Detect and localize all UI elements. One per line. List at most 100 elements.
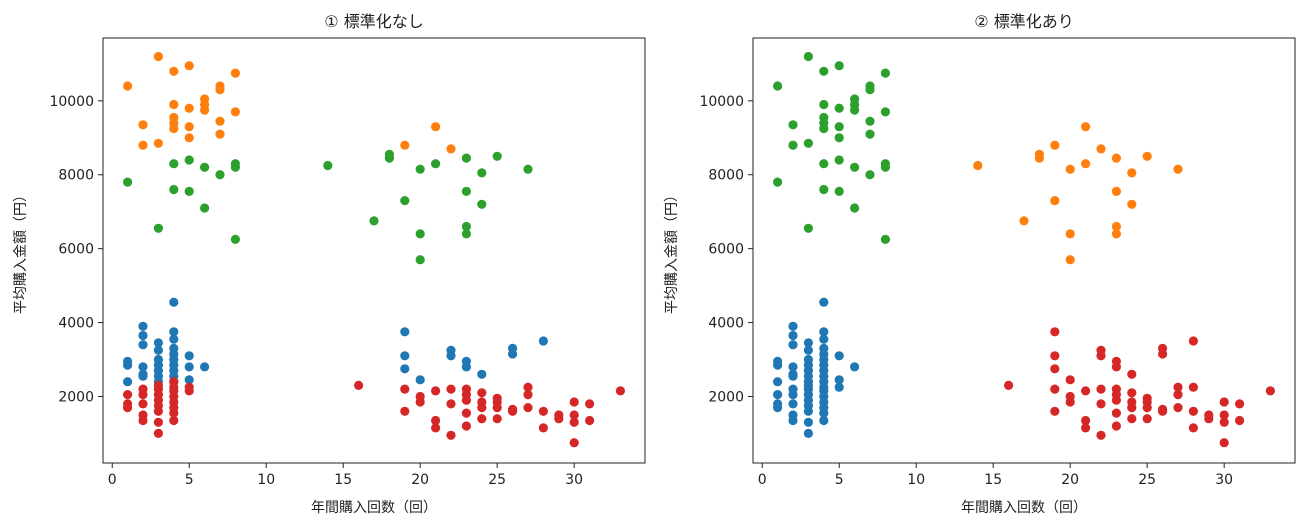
- scatter-point-cluster-0: [803, 406, 814, 416]
- scatter-point-cluster-3: [446, 399, 456, 409]
- scatter-point-cluster-1: [169, 99, 179, 110]
- scatter-point-cluster-2: [834, 122, 844, 132]
- scatter-point-cluster-0: [400, 327, 410, 337]
- scatter-point-cluster-1: [184, 133, 194, 143]
- scatter-point-cluster-3: [1065, 375, 1075, 385]
- scatter-point-cluster-0: [788, 340, 798, 350]
- scatter-point-cluster-3: [431, 423, 441, 433]
- scatter-point-cluster-1: [1050, 140, 1060, 150]
- scatter-point-cluster-2: [819, 159, 829, 169]
- scatter-point-cluster-1: [1173, 164, 1183, 174]
- scatter-point-cluster-3: [138, 390, 148, 400]
- scatter-point-cluster-1: [230, 68, 240, 78]
- scatter-point-cluster-3: [1111, 362, 1121, 372]
- scatter-point-cluster-1: [1065, 164, 1075, 174]
- scatter-point-cluster-2: [819, 123, 829, 134]
- y-tick-label: 6000: [708, 242, 744, 258]
- scatter-point-cluster-2: [400, 196, 410, 206]
- scatter-point-cluster-2: [461, 229, 471, 239]
- scatter-point-cluster-3: [1050, 364, 1060, 374]
- scatter-point-cluster-1: [169, 66, 179, 76]
- scatter-point-cluster-2: [169, 159, 179, 169]
- scatter-point-cluster-2: [200, 203, 210, 213]
- scatter-point-cluster-3: [1127, 403, 1137, 413]
- scatter-point-cluster-3: [123, 390, 133, 400]
- scatter-point-cluster-0: [803, 338, 814, 348]
- scatter-point-cluster-0: [803, 417, 814, 427]
- scatter-point-cluster-3: [1204, 414, 1214, 424]
- scatter-point-cluster-2: [834, 61, 844, 71]
- scatter-point-cluster-1: [138, 140, 148, 150]
- scatter-point-cluster-3: [523, 390, 533, 400]
- scatter-point-cluster-3: [1004, 380, 1014, 390]
- scatter-point-cluster-3: [1158, 349, 1168, 359]
- scatter-point-cluster-2: [880, 234, 891, 244]
- scatter-point-cluster-2: [200, 162, 210, 172]
- scatter-point-cluster-3: [415, 397, 425, 407]
- scatter-point-cluster-2: [123, 177, 133, 187]
- scatter-point-cluster-2: [865, 85, 875, 95]
- scatter-point-cluster-3: [585, 399, 595, 409]
- chart-panel-left: ① 標準化なし 年間購入回数（回） 平均購入金額（円） 0 5 10 15 20 25 30…: [13, 12, 646, 516]
- scatter-point-cluster-1: [431, 122, 441, 132]
- scatter-point-cluster-2: [803, 223, 814, 233]
- scatter-point-cluster-1: [1111, 221, 1121, 232]
- scatter-point-cluster-0: [153, 345, 163, 355]
- y-tick-label: 6000: [58, 242, 94, 258]
- scatter-point-cluster-1: [1111, 153, 1121, 163]
- scatter-point-cluster-3: [538, 406, 549, 416]
- scatter-point-cluster-0: [773, 403, 783, 413]
- scatter-point-cluster-3: [1235, 415, 1245, 426]
- scatter-point-cluster-2: [803, 51, 814, 62]
- scatter-point-cluster-3: [1219, 397, 1229, 407]
- scatter-point-cluster-2: [788, 120, 798, 130]
- scatter-point-cluster-1: [1142, 151, 1152, 161]
- scatter-point-cluster-2: [850, 105, 860, 115]
- x-tick-label: 15: [334, 472, 352, 488]
- scatter-point-cluster-2: [230, 234, 240, 244]
- scatter-points: [773, 51, 1275, 448]
- scatter-point-cluster-0: [834, 351, 844, 361]
- scatter-point-cluster-1: [1127, 199, 1137, 209]
- y-tick-label: 8000: [708, 168, 744, 184]
- scatter-point-cluster-3: [569, 410, 579, 420]
- scatter-point-cluster-3: [1188, 336, 1198, 346]
- scatter-point-cluster-2: [803, 138, 814, 148]
- scatter-point-cluster-2: [369, 216, 379, 226]
- scatter-point-cluster-0: [788, 399, 798, 409]
- scatter-point-cluster-3: [446, 384, 456, 394]
- scatter-point-cluster-3: [461, 421, 471, 431]
- scatter-point-cluster-3: [461, 408, 471, 418]
- scatter-point-cluster-2: [169, 184, 179, 195]
- x-tick-label: 30: [1215, 472, 1233, 488]
- scatter-point-cluster-0: [773, 377, 783, 387]
- scatter-point-cluster-0: [803, 428, 814, 438]
- scatter-point-cluster-3: [523, 382, 533, 392]
- x-tick-label: 30: [565, 472, 583, 488]
- scatter-point-cluster-2: [323, 160, 333, 171]
- scatter-point-cluster-2: [384, 153, 394, 163]
- scatter-point-cluster-0: [834, 382, 844, 392]
- scatter-point-cluster-1: [230, 107, 240, 117]
- scatter-point-cluster-1: [153, 51, 163, 62]
- axis-ticks: 0 5 10 15 20 25 30 2000 4000 6000 8000 10000: [49, 94, 583, 488]
- scatter-point-cluster-1: [1081, 122, 1091, 132]
- scatter-point-cluster-3: [1096, 351, 1106, 361]
- scatter-point-cluster-3: [1111, 408, 1121, 418]
- scatter-point-cluster-0: [400, 351, 410, 361]
- scatter-point-cluster-2: [788, 140, 798, 150]
- scatter-point-cluster-2: [819, 184, 829, 195]
- scatter-point-cluster-0: [169, 327, 179, 337]
- scatter-point-cluster-2: [415, 255, 425, 265]
- scatter-point-cluster-3: [1111, 421, 1121, 431]
- scatter-point-cluster-1: [1065, 255, 1075, 265]
- scatter-point-cluster-3: [461, 395, 471, 405]
- scatter-point-cluster-3: [507, 406, 518, 416]
- scatter-point-cluster-3: [1096, 430, 1106, 440]
- scatter-point-cluster-3: [554, 414, 564, 424]
- scatter-point-cluster-3: [1127, 388, 1137, 398]
- x-tick-label: 25: [1138, 472, 1156, 488]
- scatter-point-cluster-0: [788, 390, 798, 400]
- scatter-point-cluster-3: [1173, 390, 1183, 400]
